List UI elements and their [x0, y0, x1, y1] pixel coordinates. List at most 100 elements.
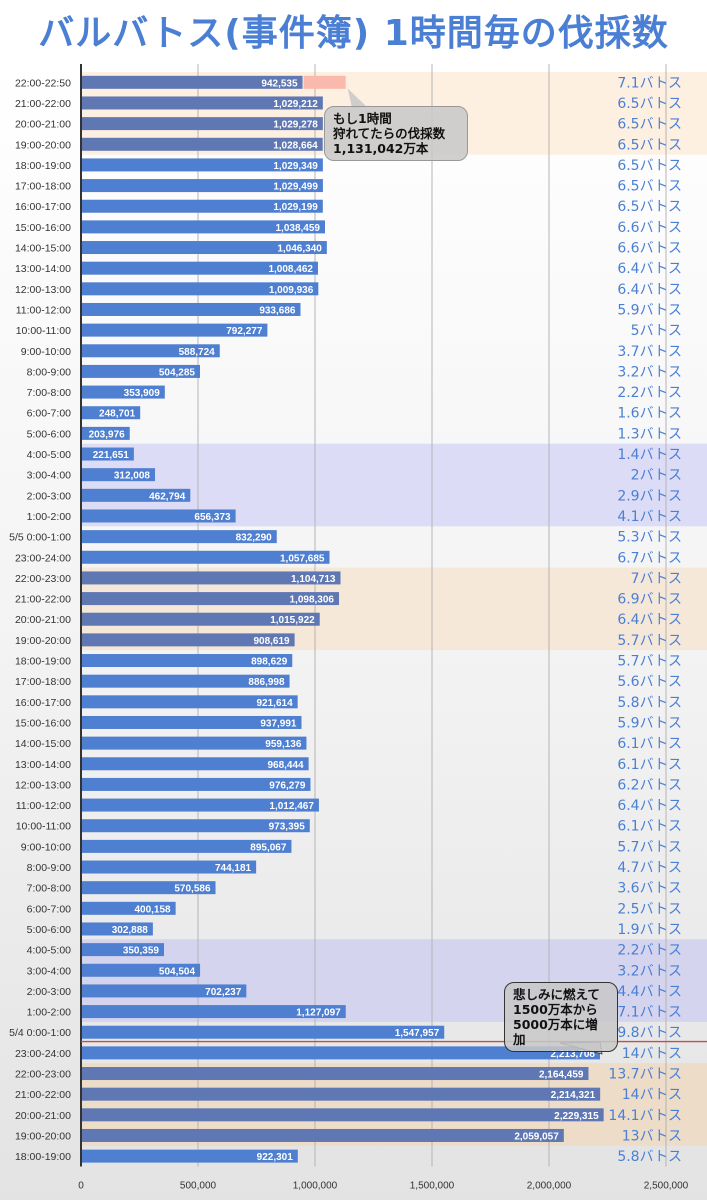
- category-label: 5:00-6:00: [27, 428, 72, 440]
- category-label: 21:00-22:00: [15, 594, 71, 606]
- batos-label: 6.5バトス: [617, 179, 682, 195]
- bar-value-label: 702,237: [205, 987, 242, 998]
- x-tick-label: 0: [78, 1180, 84, 1191]
- projection-callout-line-2: 狩れてたらの伐採数: [333, 126, 446, 141]
- batos-label: 5.9バトス: [617, 302, 682, 318]
- bar: [82, 96, 323, 110]
- bar: [82, 1046, 601, 1060]
- category-label: 4:00-5:00: [27, 945, 72, 957]
- category-label: 6:00-7:00: [27, 408, 72, 420]
- bar-value-label: 353,909: [124, 388, 161, 399]
- batos-label: 13.7バトス: [608, 1067, 682, 1083]
- batos-label: 5.8バトス: [617, 695, 682, 711]
- increase-callout-line-2: 1500万本から: [513, 1002, 598, 1017]
- category-label: 16:00-17:00: [15, 201, 71, 213]
- batos-label: 2.2バトス: [617, 385, 682, 401]
- batos-label: 3.2バトス: [617, 364, 682, 380]
- bar: [82, 715, 302, 729]
- category-label: 12:00-13:00: [15, 284, 71, 296]
- category-label: 11:00-12:00: [16, 800, 71, 812]
- bar-value-label: 1,029,349: [273, 161, 318, 172]
- x-tick-label: 1,500,000: [410, 1180, 455, 1191]
- category-label: 18:00-19:00: [15, 160, 71, 172]
- batos-label: 6.9バトス: [617, 592, 682, 608]
- batos-label: 2バトス: [631, 468, 682, 484]
- category-label: 13:00-14:00: [15, 759, 71, 771]
- bar-value-label: 1,057,685: [280, 553, 325, 564]
- batos-label: 14.1バトス: [608, 1108, 682, 1124]
- bar-value-label: 2,164,459: [539, 1070, 584, 1081]
- bar: [82, 364, 201, 378]
- projection-callout-line-1: もし1時間: [333, 111, 392, 126]
- bar: [82, 633, 295, 647]
- bar: [82, 881, 216, 895]
- projection-callout-line-3: 1,131,042万本: [333, 141, 429, 156]
- bar: [82, 117, 323, 131]
- category-label: 21:00-22:00: [15, 98, 71, 110]
- x-tick-label: 2,000,000: [527, 1180, 572, 1191]
- category-label: 4:00-5:00: [27, 449, 72, 461]
- bar: [82, 241, 327, 255]
- batos-label: 5.9バトス: [617, 715, 682, 731]
- category-label: 10:00-11:00: [16, 821, 71, 833]
- bar-value-label: 312,008: [114, 471, 151, 482]
- bar: [82, 158, 323, 172]
- bar: [82, 798, 319, 812]
- bar-value-label: 1,029,278: [273, 120, 318, 131]
- batos-label: 7.1バトス: [617, 75, 682, 91]
- category-label: 16:00-17:00: [15, 697, 71, 709]
- bar-value-label: 942,535: [261, 78, 298, 89]
- bar: [82, 777, 311, 791]
- bar: [82, 1005, 346, 1019]
- bar-value-label: 570,586: [174, 884, 211, 895]
- category-label: 18:00-19:00: [15, 1151, 71, 1163]
- category-label: 18:00-19:00: [15, 656, 71, 668]
- bar-value-label: 898,629: [251, 657, 288, 668]
- bar: [82, 179, 323, 193]
- bar-value-label: 1,009,936: [269, 285, 314, 296]
- projection-callout: もし1時間 狩れてたらの伐採数 1,131,042万本: [324, 106, 468, 161]
- bar: [82, 468, 156, 482]
- batos-label: 6.6バトス: [617, 220, 682, 236]
- category-label: 11:00-12:00: [16, 304, 71, 316]
- category-label: 17:00-18:00: [15, 676, 71, 688]
- bar-value-label: 1,127,097: [296, 1008, 341, 1019]
- category-label: 1:00-2:00: [27, 1007, 72, 1019]
- batos-label: 1.9バトス: [617, 922, 682, 938]
- batos-label: 14バトス: [622, 1087, 682, 1103]
- bar-value-label: 221,651: [93, 450, 130, 461]
- batos-label: 6.5バトス: [617, 96, 682, 112]
- category-label: 20:00-21:00: [15, 119, 71, 131]
- batos-label: 13バトス: [622, 1128, 682, 1144]
- category-label: 2:00-3:00: [27, 986, 72, 998]
- category-label: 19:00-20:00: [15, 635, 71, 647]
- batos-label: 6.1バトス: [617, 819, 682, 835]
- bar: [82, 1149, 298, 1163]
- batos-label: 6.4バトス: [617, 612, 682, 628]
- bar: [82, 344, 220, 358]
- category-label: 20:00-21:00: [15, 614, 71, 626]
- batos-label: 6.2バトス: [617, 777, 682, 793]
- batos-label: 6.5バトス: [617, 158, 682, 174]
- batos-label: 5.6バトス: [617, 674, 682, 690]
- bar-value-label: 959,136: [265, 739, 302, 750]
- bar: [82, 75, 303, 89]
- batos-label: 4.1バトス: [617, 509, 682, 525]
- batos-label: 6.5バトス: [617, 117, 682, 133]
- batos-label: 1.6バトス: [617, 406, 682, 422]
- bar: [82, 220, 325, 234]
- batos-label: 6.6バトス: [617, 241, 682, 257]
- category-label: 5/5 0:00-1:00: [9, 532, 71, 544]
- category-label: 5/4 0:00-1:00: [9, 1027, 71, 1039]
- bar: [82, 406, 141, 420]
- bar-value-label: 922,301: [257, 1152, 294, 1163]
- batos-label: 3.6バトス: [617, 881, 682, 897]
- category-label: 6:00-7:00: [27, 903, 72, 915]
- category-label: 17:00-18:00: [15, 181, 71, 193]
- bar: [82, 447, 134, 461]
- bar-value-label: 1,104,713: [291, 574, 336, 585]
- x-tick-label: 2,500,000: [644, 1180, 689, 1191]
- bar-chart: 22:00-22:50 942,535 7.1バトス 21:00-22:00 1,029…: [9, 64, 707, 1191]
- bar-value-label: 744,181: [215, 863, 252, 874]
- bar: [82, 901, 176, 915]
